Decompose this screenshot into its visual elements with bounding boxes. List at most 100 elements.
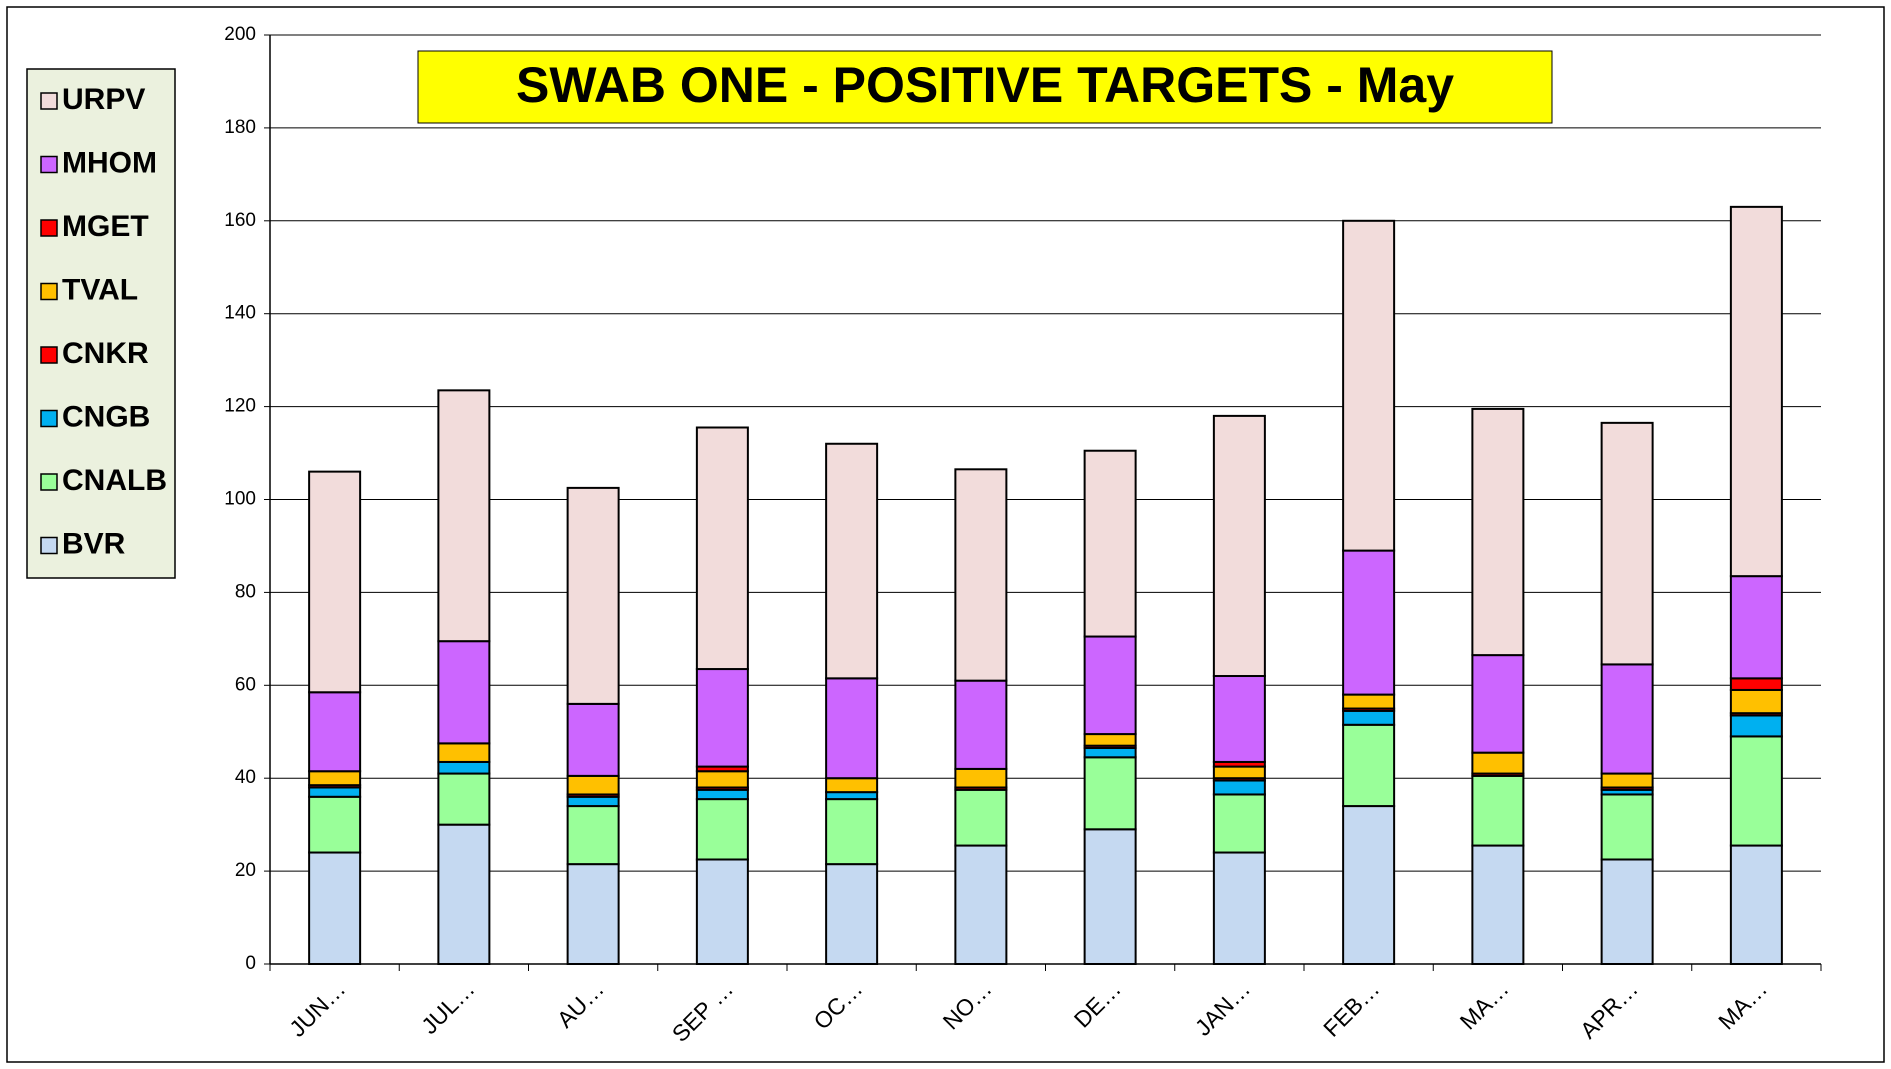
bar-segment bbox=[308, 851, 362, 966]
bar-segment bbox=[825, 863, 879, 966]
bar-segment bbox=[1083, 747, 1137, 759]
legend-label: TVAL bbox=[62, 273, 138, 306]
y-tick-label: 180 bbox=[224, 117, 256, 138]
bar-segment bbox=[437, 772, 491, 826]
bar-segment bbox=[566, 702, 620, 777]
bar-segment bbox=[1342, 219, 1396, 552]
bar-segment bbox=[1471, 751, 1525, 775]
bar-segment bbox=[1471, 774, 1525, 847]
bar-segment bbox=[1083, 733, 1137, 747]
legend: URPV MHOM MGET TVAL CNKR CNGB CNALB BVR bbox=[26, 68, 176, 579]
bar-segment bbox=[1083, 756, 1137, 831]
bar-segment bbox=[437, 823, 491, 966]
bar-segment bbox=[1212, 793, 1266, 854]
bar-segment bbox=[1729, 844, 1783, 965]
bar-segment bbox=[1729, 688, 1783, 715]
bar-segment bbox=[308, 691, 362, 773]
bar-segment bbox=[954, 767, 1008, 789]
bar-segment bbox=[1471, 844, 1525, 965]
bar-segment bbox=[1729, 677, 1783, 691]
bar-segment bbox=[1342, 709, 1396, 726]
bar-segment bbox=[954, 788, 1008, 847]
legend-box bbox=[26, 68, 176, 579]
bar-segment bbox=[695, 770, 749, 789]
legend-swatch bbox=[40, 536, 58, 555]
bar-segment bbox=[695, 858, 749, 965]
bar-segment bbox=[695, 426, 749, 671]
chart-title: SWAB ONE - POSITIVE TARGETS - May bbox=[516, 57, 1454, 113]
bar-segment bbox=[1600, 421, 1654, 666]
title-box bbox=[417, 50, 1553, 124]
bar-segment bbox=[954, 468, 1008, 682]
bar-segment bbox=[1600, 663, 1654, 775]
legend-swatch bbox=[40, 155, 58, 174]
bar-segment bbox=[825, 777, 879, 794]
bar-segment bbox=[1729, 575, 1783, 680]
bar-segment bbox=[437, 742, 491, 763]
bar-segment bbox=[308, 770, 362, 787]
legend-swatch bbox=[40, 346, 58, 364]
bar-segment bbox=[566, 774, 620, 796]
bar-segment bbox=[308, 786, 362, 798]
legend-label: URPV bbox=[62, 83, 145, 116]
bar-segment bbox=[308, 470, 362, 694]
y-tick-label: 20 bbox=[235, 860, 256, 881]
y-tick-label: 140 bbox=[224, 303, 256, 324]
bar-segment bbox=[954, 844, 1008, 965]
bar-segment bbox=[1342, 723, 1396, 808]
legend-swatch bbox=[40, 92, 58, 110]
bar-segment bbox=[1600, 793, 1654, 861]
bar-segment bbox=[825, 791, 879, 801]
bar-segment bbox=[1212, 675, 1266, 763]
bar-segment bbox=[1729, 735, 1783, 847]
bar-segment bbox=[954, 679, 1008, 770]
y-tick-label: 160 bbox=[224, 210, 256, 231]
bar-segment bbox=[1729, 205, 1783, 578]
bar-segment bbox=[437, 640, 491, 745]
legend-label: MHOM bbox=[62, 146, 157, 179]
y-tick-label: 80 bbox=[235, 581, 256, 602]
bar-segment bbox=[1729, 714, 1783, 738]
bar-segment bbox=[566, 863, 620, 966]
bar-segment bbox=[825, 677, 879, 780]
legend-swatch bbox=[40, 473, 58, 491]
legend-swatch bbox=[40, 282, 58, 301]
legend-label: CNALB bbox=[62, 464, 167, 497]
bar-segment bbox=[1212, 414, 1266, 678]
bar-segment bbox=[1083, 828, 1137, 965]
legend-label: BVR bbox=[62, 527, 126, 560]
bar-segment bbox=[437, 760, 491, 775]
y-tick-label: 100 bbox=[224, 489, 256, 510]
legend-swatch bbox=[40, 409, 58, 428]
y-tick-label: 120 bbox=[224, 396, 256, 417]
bar-segment bbox=[1471, 654, 1525, 754]
bar-segment bbox=[566, 486, 620, 705]
bar-segment bbox=[1342, 693, 1396, 710]
bar-segment bbox=[566, 795, 620, 808]
bar-segment bbox=[1212, 779, 1266, 796]
bar-segment bbox=[825, 798, 879, 866]
bar-segment bbox=[1600, 858, 1654, 965]
bar-segment bbox=[1342, 805, 1396, 965]
y-tick-label: 60 bbox=[235, 674, 256, 695]
y-tick-label: 200 bbox=[224, 24, 256, 45]
bar-segment bbox=[695, 788, 749, 801]
bar-segment bbox=[1600, 772, 1654, 789]
bar-segment bbox=[1083, 635, 1137, 736]
legend-swatch bbox=[40, 219, 58, 237]
bar-segment bbox=[1212, 765, 1266, 780]
bar-segment bbox=[1083, 449, 1137, 638]
legend-label: CNKR bbox=[62, 337, 149, 370]
bar-segment bbox=[308, 795, 362, 854]
bar-segment bbox=[1212, 851, 1266, 966]
bar-segment bbox=[566, 805, 620, 866]
y-tick-label: 40 bbox=[235, 767, 256, 788]
bar-segment bbox=[695, 668, 749, 768]
legend-label: MGET bbox=[62, 210, 149, 243]
y-tick-label: 0 bbox=[245, 953, 256, 974]
bar-segment bbox=[695, 798, 749, 861]
bar-segment bbox=[1342, 549, 1396, 696]
bar-segment bbox=[437, 389, 491, 643]
